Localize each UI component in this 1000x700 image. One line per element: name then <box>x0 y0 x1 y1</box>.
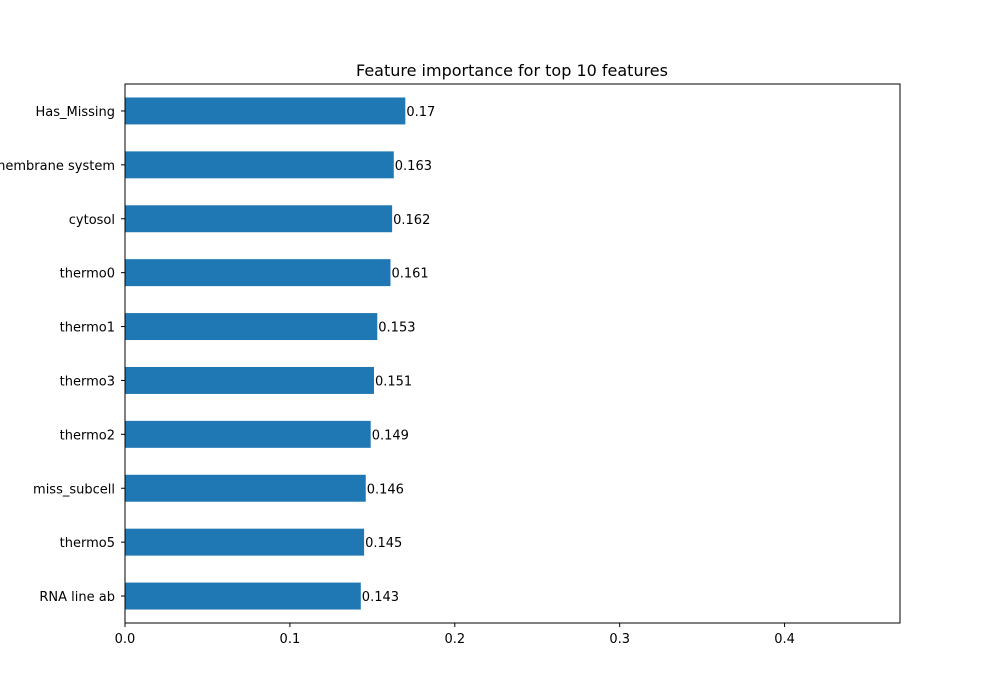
value-label-layer: 0.17 0.163 0.162 0.161 0.153 0.151 0.149 0.146 0… <box>362 105 435 605</box>
bar <box>125 151 394 179</box>
value-label: 0.146 <box>367 482 404 497</box>
y-tick-label: thermo2 <box>60 428 115 443</box>
x-tick-label: 0.4 <box>774 632 795 647</box>
bar <box>125 205 393 233</box>
value-label: 0.161 <box>391 267 428 282</box>
bar <box>125 474 366 502</box>
bar <box>125 528 365 556</box>
y-tick-label: cytosol <box>69 213 115 228</box>
x-tick-label: 0.1 <box>280 632 301 647</box>
plot-frame <box>124 83 901 624</box>
y-tick-layer: Has_Missing membrane system cytosol thermo0… <box>0 105 125 605</box>
y-tick-label: RNA line ab <box>39 590 115 605</box>
x-tick-label: 0.2 <box>444 632 465 647</box>
bar <box>125 366 374 394</box>
y-tick-label: Has_Missing <box>36 105 116 120</box>
y-tick-label: thermo3 <box>60 374 115 389</box>
value-label: 0.153 <box>378 321 415 336</box>
value-label: 0.162 <box>393 213 430 228</box>
bar <box>125 582 361 610</box>
x-tick-layer: 0.0 0.1 0.2 0.3 0.4 <box>115 623 795 647</box>
bars-layer <box>125 97 406 610</box>
y-tick-label: membrane system <box>0 159 115 174</box>
x-tick-label: 0.3 <box>609 632 630 647</box>
value-label: 0.17 <box>406 105 435 120</box>
bar <box>125 97 406 125</box>
x-tick-label: 0.0 <box>115 632 136 647</box>
value-label: 0.149 <box>372 428 409 443</box>
value-label: 0.145 <box>365 536 402 551</box>
y-tick-label: thermo0 <box>60 267 115 282</box>
bar <box>125 420 371 448</box>
bar <box>125 313 378 341</box>
chart-title: Feature importance for top 10 features <box>356 61 668 80</box>
y-tick-label: miss_subcell <box>33 482 115 497</box>
value-label: 0.151 <box>375 374 412 389</box>
y-tick-label: thermo1 <box>60 321 115 336</box>
bar <box>125 259 391 287</box>
value-label: 0.143 <box>362 590 399 605</box>
value-label: 0.163 <box>395 159 432 174</box>
y-tick-label: thermo5 <box>60 536 115 551</box>
